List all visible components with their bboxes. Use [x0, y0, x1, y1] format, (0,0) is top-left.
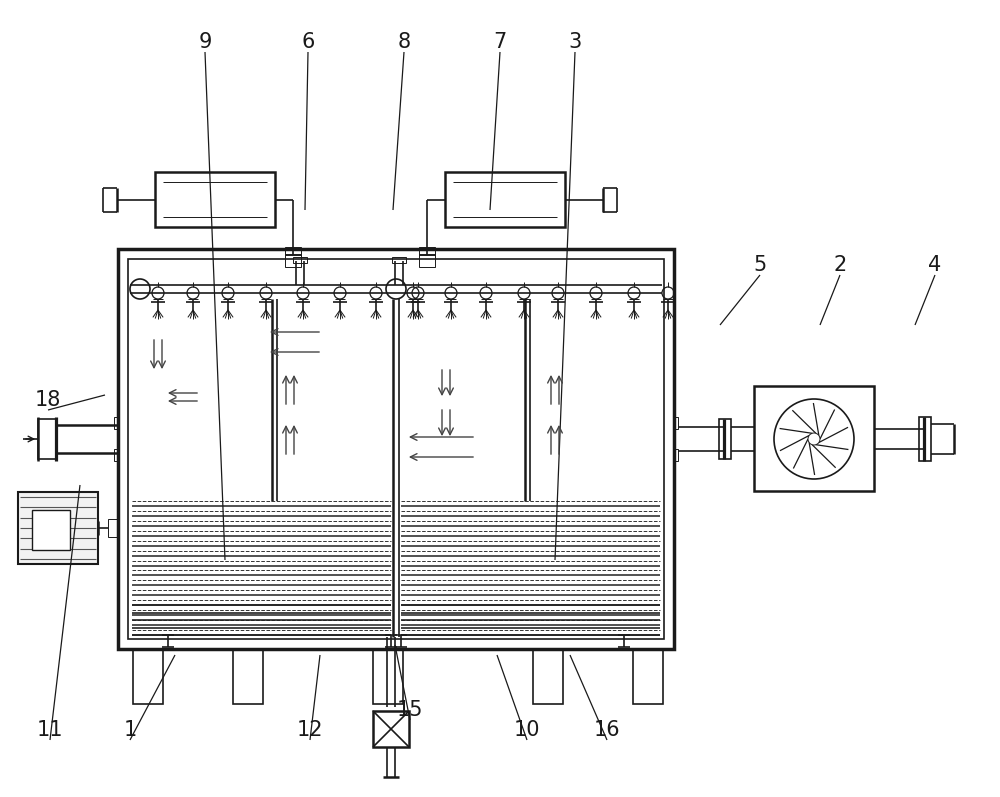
Text: 8: 8 — [397, 32, 411, 52]
Text: 5: 5 — [753, 255, 767, 275]
Text: 1: 1 — [123, 720, 137, 740]
Bar — [373, 711, 409, 747]
Bar — [285, 247, 301, 255]
Text: 16: 16 — [594, 720, 620, 740]
Bar — [114, 449, 118, 461]
Bar — [633, 649, 663, 704]
Text: 6: 6 — [301, 32, 315, 52]
Bar — [32, 510, 70, 550]
Bar — [38, 419, 56, 459]
Bar — [155, 172, 275, 227]
Bar — [285, 254, 301, 267]
Bar — [114, 417, 118, 429]
Bar — [133, 649, 163, 704]
Bar — [118, 249, 674, 649]
Bar — [419, 247, 435, 255]
Text: 12: 12 — [297, 720, 323, 740]
Bar — [754, 386, 874, 491]
Bar — [18, 492, 98, 564]
Text: 11: 11 — [37, 720, 63, 740]
Bar — [533, 649, 563, 704]
Bar — [674, 449, 678, 461]
Bar — [674, 417, 678, 429]
Circle shape — [808, 433, 820, 445]
Text: 4: 4 — [928, 255, 942, 275]
Text: 7: 7 — [493, 32, 507, 52]
Bar — [919, 417, 931, 461]
Bar — [445, 172, 565, 227]
Bar — [392, 257, 406, 263]
Bar — [419, 254, 435, 267]
Text: 9: 9 — [198, 32, 212, 52]
Text: 18: 18 — [35, 390, 61, 410]
Bar — [128, 259, 664, 639]
Bar — [293, 257, 307, 263]
Bar — [56, 425, 118, 453]
Bar — [719, 419, 731, 459]
Bar — [233, 649, 263, 704]
Bar — [373, 649, 403, 704]
Text: 10: 10 — [514, 720, 540, 740]
Text: 2: 2 — [833, 255, 847, 275]
Bar — [108, 519, 118, 537]
Text: 3: 3 — [568, 32, 582, 52]
Text: 15: 15 — [397, 700, 423, 720]
